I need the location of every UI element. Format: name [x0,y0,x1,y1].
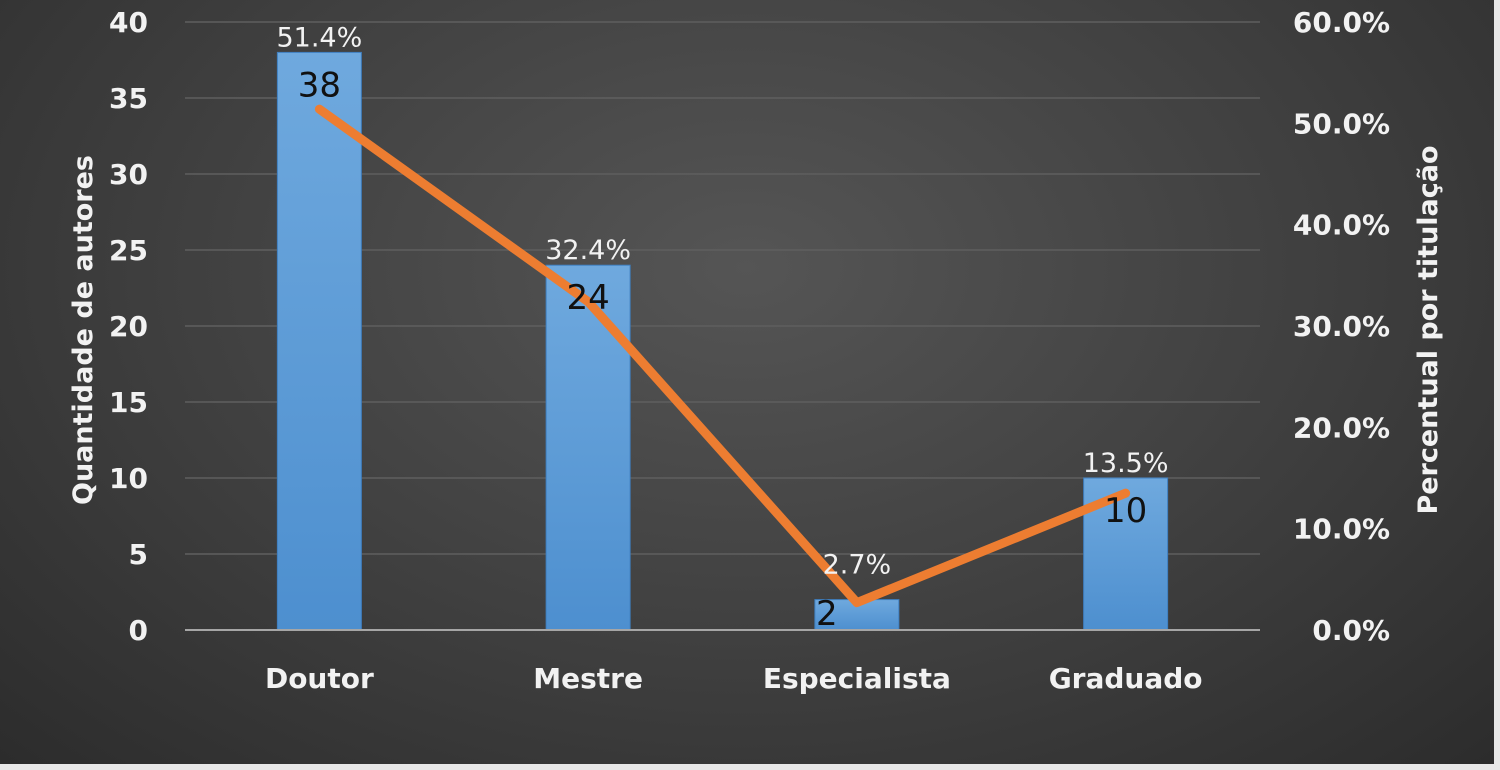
axis-ticks: 0 5 10 15 20 25 30 35 40 0.0% 10.0% 20.0% 30.0% 40.0%… [109,6,1390,695]
y2-tick-label: 20.0% [1293,411,1390,444]
line-value-label: 51.4% [276,22,362,53]
line-value-label: 32.4% [545,235,631,266]
x-tick-label: Mestre [533,662,643,695]
data-labels: 38 24 2 10 51.4% 32.4% 2.7% 13.5% [276,22,1168,634]
y2-tick-label: 0.0% [1312,614,1390,647]
y2-tick-label: 40.0% [1293,209,1390,242]
y-tick-label: 10 [109,462,148,495]
x-tick-label: Especialista [763,662,951,695]
line-point [1123,491,1128,496]
line-value-label: 2.7% [823,550,892,581]
gridlines [185,21,1260,555]
line-series [314,104,1131,608]
y-tick-label: 0 [129,614,148,647]
y2-tick-label: 50.0% [1293,107,1390,140]
y-tick-label: 25 [109,234,148,267]
y2-tick-label: 10.0% [1293,513,1390,546]
x-tick-label: Graduado [1049,662,1203,695]
bar-mestre [545,264,631,631]
bar-doutor [276,51,362,631]
bar-value-label: 2 [816,594,838,634]
y-tick-label: 15 [109,386,148,419]
bar-value-label: 38 [298,65,341,105]
y2-tick-label: 60.0% [1293,6,1390,39]
line-point [317,107,322,112]
y-tick-label: 20 [109,310,148,343]
line-value-label: 13.5% [1083,448,1169,479]
bar-value-label: 10 [1104,491,1147,531]
y-tick-label: 40 [109,6,148,39]
y-tick-label: 30 [109,158,148,191]
y-tick-label: 5 [129,538,148,571]
x-tick-label: Doutor [265,662,374,695]
line-point [586,299,591,304]
y2-axis-title: Percentual por titulação [1413,145,1444,514]
bar-value-label: 24 [566,278,609,318]
y-axis-title: Quantidade de autores [68,155,99,505]
y-tick-label: 35 [109,82,148,115]
y2-tick-label: 30.0% [1293,310,1390,343]
bar-series [276,51,1169,631]
line-point [854,600,859,605]
percentage-line [314,104,1131,608]
